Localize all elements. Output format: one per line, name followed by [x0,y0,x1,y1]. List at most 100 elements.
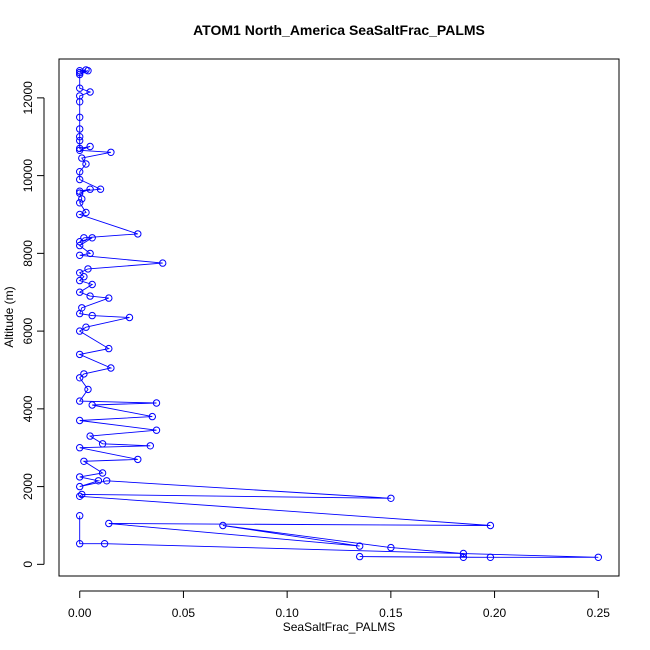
data-point [459,549,468,558]
data-point [88,311,96,320]
data-point [82,160,90,168]
data-point [80,457,88,465]
data-point [76,309,84,318]
data-point [76,175,84,184]
data-point [76,251,84,260]
data-point [134,455,142,464]
data-point [86,292,94,300]
y-axis: 0 2000 4000 6000 8000 10000 12000 [21,81,45,568]
data-point [76,133,84,141]
data-point [76,241,84,250]
chart-title: ATOM1 North_America SeaSaltFrac_PALMS [193,22,485,38]
data-point [105,294,113,302]
data-point [76,187,84,195]
x-axis-label: SeaSaltFrac_PALMS [283,620,396,634]
data-point [76,146,84,155]
data-point [86,142,94,151]
data-point [100,540,109,548]
data-point [80,273,88,281]
data-point [76,473,84,481]
data-point [86,249,94,258]
data-point [76,238,84,246]
data-point [159,259,167,267]
data-point [80,370,88,378]
data-point [76,84,84,92]
y-axis-label: Altitude (m) [2,286,16,347]
data-point [76,98,84,106]
y-tick-label: 4000 [21,395,35,422]
data-point [94,477,103,485]
data-point [88,234,96,242]
x-axis: 0.00 0.05 0.10 0.15 0.20 0.25 [68,590,611,620]
data-point [459,553,468,561]
data-point [78,490,86,499]
data-point [146,442,155,450]
data-point [78,195,86,203]
data-point [148,412,157,421]
data-point [356,542,364,550]
x-tick-label: 0.10 [275,606,299,620]
data-point [76,70,84,79]
series-layer [76,66,602,561]
y-tick-label: 12000 [21,81,35,115]
data-point [88,401,96,409]
data-point [76,512,84,520]
data-point [76,125,84,133]
data-point [80,234,88,242]
data-point [98,469,107,477]
data-point [88,280,96,289]
plot-area [58,58,620,577]
data-point [76,492,84,500]
x-tick-label: 0.25 [587,606,611,620]
data-point [76,416,84,425]
data-point [76,374,84,382]
data-point [125,313,134,322]
data-point [76,327,84,335]
data-point [356,552,364,561]
data-point [76,199,84,207]
data-point [134,230,142,238]
data-point [84,67,92,75]
data-point [84,265,92,273]
data-point [76,92,84,100]
data-point [96,185,105,193]
data-point [98,440,107,448]
x-tick-label: 0.20 [483,606,507,620]
data-point [76,144,84,153]
data-point [152,399,161,407]
x-tick-label: 0.05 [172,606,196,620]
data-point [76,288,84,296]
data-point [78,154,86,162]
data-point [387,543,395,552]
data-point [86,185,94,193]
y-tick-label: 10000 [21,159,35,193]
data-point [76,136,84,145]
data-point [76,482,84,491]
y-tick-label: 8000 [21,240,35,267]
data-point [76,168,84,176]
data-point [76,276,84,285]
data-point [76,397,84,405]
data-point [84,385,92,394]
x-tick-label: 0.00 [68,606,92,620]
data-point [486,521,495,530]
data-point [76,210,84,219]
data-point [107,364,115,372]
data-point [152,426,161,434]
data-point [105,344,113,353]
data-point [76,269,84,277]
data-point [76,540,84,548]
data-point [76,350,84,359]
data-point [486,553,495,561]
data-point [76,113,84,122]
y-tick-label: 0 [21,561,35,568]
data-point [594,553,602,561]
data-point [82,323,90,331]
data-point [107,148,115,157]
data-point [105,519,113,528]
data-point [86,432,94,440]
series-line [78,69,599,558]
x-tick-label: 0.15 [379,606,403,620]
data-point [103,477,111,485]
